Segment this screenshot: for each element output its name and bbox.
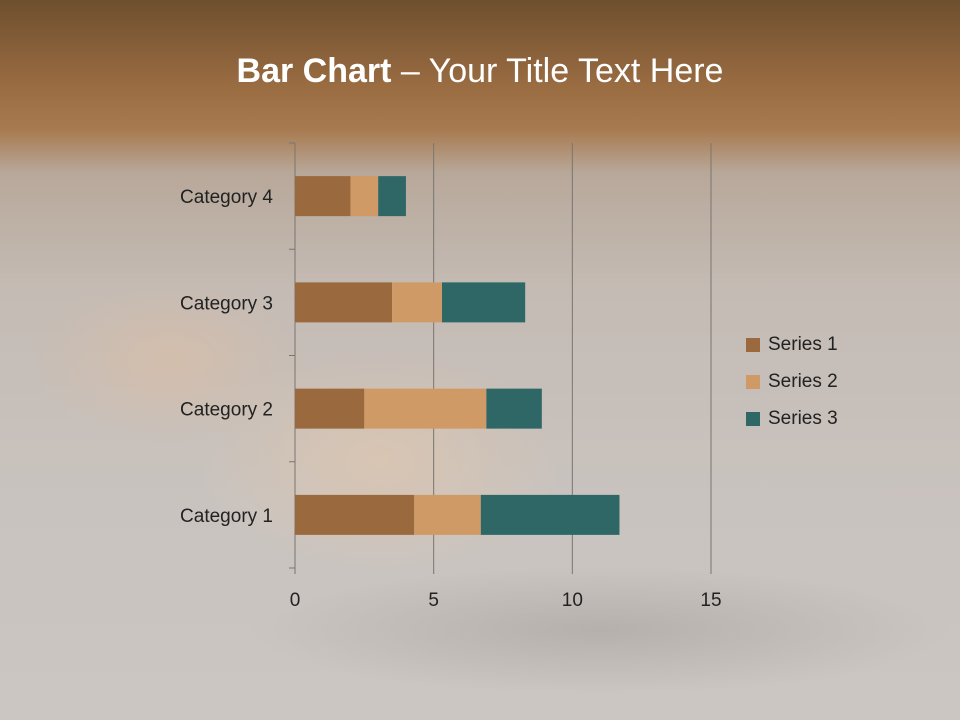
category-label: Category 4 — [180, 187, 273, 208]
bar-series-1 — [295, 282, 393, 323]
title-bold: Bar Chart — [236, 52, 392, 90]
bar-series-2 — [392, 282, 442, 323]
category-label: Category 1 — [180, 506, 273, 527]
legend-item: Series 2 — [746, 363, 838, 400]
legend-label: Series 1 — [768, 333, 838, 355]
x-tick-label: 15 — [700, 590, 721, 611]
bar-series-3 — [486, 388, 542, 429]
legend: Series 1 Series 2 Series 3 — [746, 326, 838, 437]
bar-series-2 — [350, 176, 379, 217]
bar-series-2 — [414, 494, 481, 535]
x-tick-label: 5 — [428, 590, 439, 611]
x-tick-label: 10 — [562, 590, 583, 611]
bar-series-2 — [364, 388, 487, 429]
legend-label: Series 3 — [768, 407, 838, 429]
legend-swatch — [746, 337, 760, 352]
bar-series-1 — [295, 388, 365, 429]
bar-series-1 — [295, 494, 415, 535]
x-tick-label: 0 — [290, 590, 301, 611]
slide-title: Bar Chart – Your Title Text Here — [0, 52, 960, 91]
category-label: Category 2 — [180, 400, 273, 421]
legend-label: Series 2 — [768, 370, 838, 392]
bar-series-3 — [480, 494, 620, 535]
bar-series-1 — [295, 176, 351, 217]
title-rest: – Your Title Text Here — [391, 52, 724, 90]
category-label: Category 3 — [180, 293, 273, 314]
legend-swatch — [746, 411, 760, 426]
legend-item: Series 3 — [746, 400, 838, 437]
bar-series-3 — [378, 176, 406, 217]
bar-series-3 — [441, 282, 526, 323]
legend-item: Series 1 — [746, 326, 838, 363]
legend-swatch — [746, 374, 760, 389]
